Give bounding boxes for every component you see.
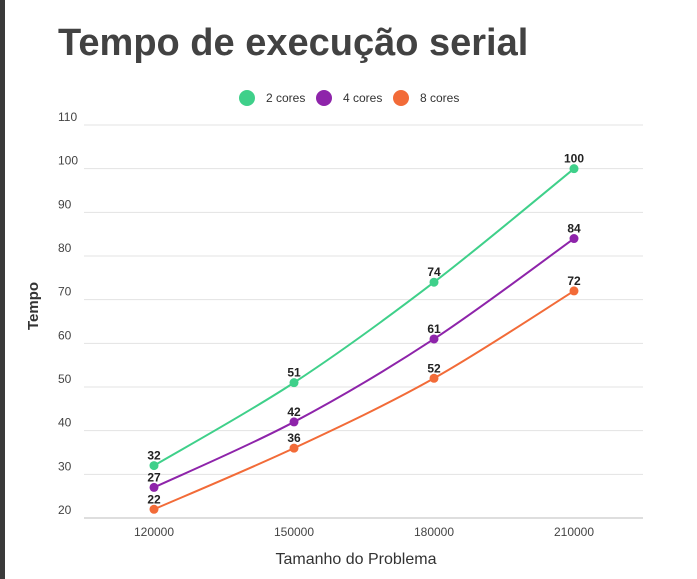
y-tick-label: 50	[58, 372, 72, 386]
data-label-2-cores: 51	[287, 366, 301, 380]
y-tick-label: 110	[58, 110, 77, 124]
data-label-2-cores: 74	[427, 265, 441, 279]
legend-marker-4-cores	[316, 90, 332, 106]
y-tick-label: 40	[58, 416, 72, 430]
y-tick-label: 100	[58, 154, 78, 168]
y-tick-label: 60	[58, 328, 72, 342]
y-tick-label: 90	[58, 197, 72, 211]
x-tick-label: 210000	[554, 525, 594, 539]
x-axis-title: Tamanho do Problema	[276, 551, 437, 568]
data-label-4-cores: 42	[287, 405, 301, 419]
legend: 2 cores 4 cores 8 cores	[239, 90, 459, 106]
data-label-2-cores: 32	[147, 449, 161, 463]
grid-lines	[84, 125, 643, 518]
y-tick-label: 70	[58, 285, 72, 299]
data-label-4-cores: 27	[147, 470, 161, 484]
y-tick-label: 20	[58, 503, 72, 517]
data-label-8-cores: 72	[567, 274, 581, 288]
legend-label-4-cores: 4 cores	[343, 91, 382, 105]
data-label-4-cores: 61	[427, 322, 441, 336]
data-label-8-cores: 36	[287, 431, 301, 445]
y-axis-ticks: 20 30 40 50 60 70 80 90 100 110	[58, 110, 78, 517]
y-axis-title: Tempo	[25, 282, 42, 330]
data-label-2-cores: 100	[564, 152, 584, 166]
y-tick-label: 80	[58, 241, 72, 255]
legend-marker-2-cores	[239, 90, 255, 106]
data-label-4-cores: 84	[567, 222, 581, 236]
series-line-2-cores	[154, 169, 574, 466]
x-tick-label: 180000	[414, 525, 454, 539]
data-label-8-cores: 52	[427, 361, 441, 375]
series-line-4-cores	[154, 239, 574, 488]
legend-label-2-cores: 2 cores	[266, 91, 305, 105]
legend-label-8-cores: 8 cores	[420, 91, 459, 105]
series-line-8-cores	[154, 291, 574, 509]
series-lines: 32 51 74 100 27 42 61 84 22 36 52 72	[147, 152, 584, 514]
data-label-8-cores: 22	[147, 492, 161, 506]
x-axis-ticks: 120000 150000 180000 210000	[134, 525, 594, 539]
x-tick-label: 120000	[134, 525, 174, 539]
legend-marker-8-cores	[393, 90, 409, 106]
y-tick-label: 30	[58, 459, 72, 473]
x-tick-label: 150000	[274, 525, 314, 539]
